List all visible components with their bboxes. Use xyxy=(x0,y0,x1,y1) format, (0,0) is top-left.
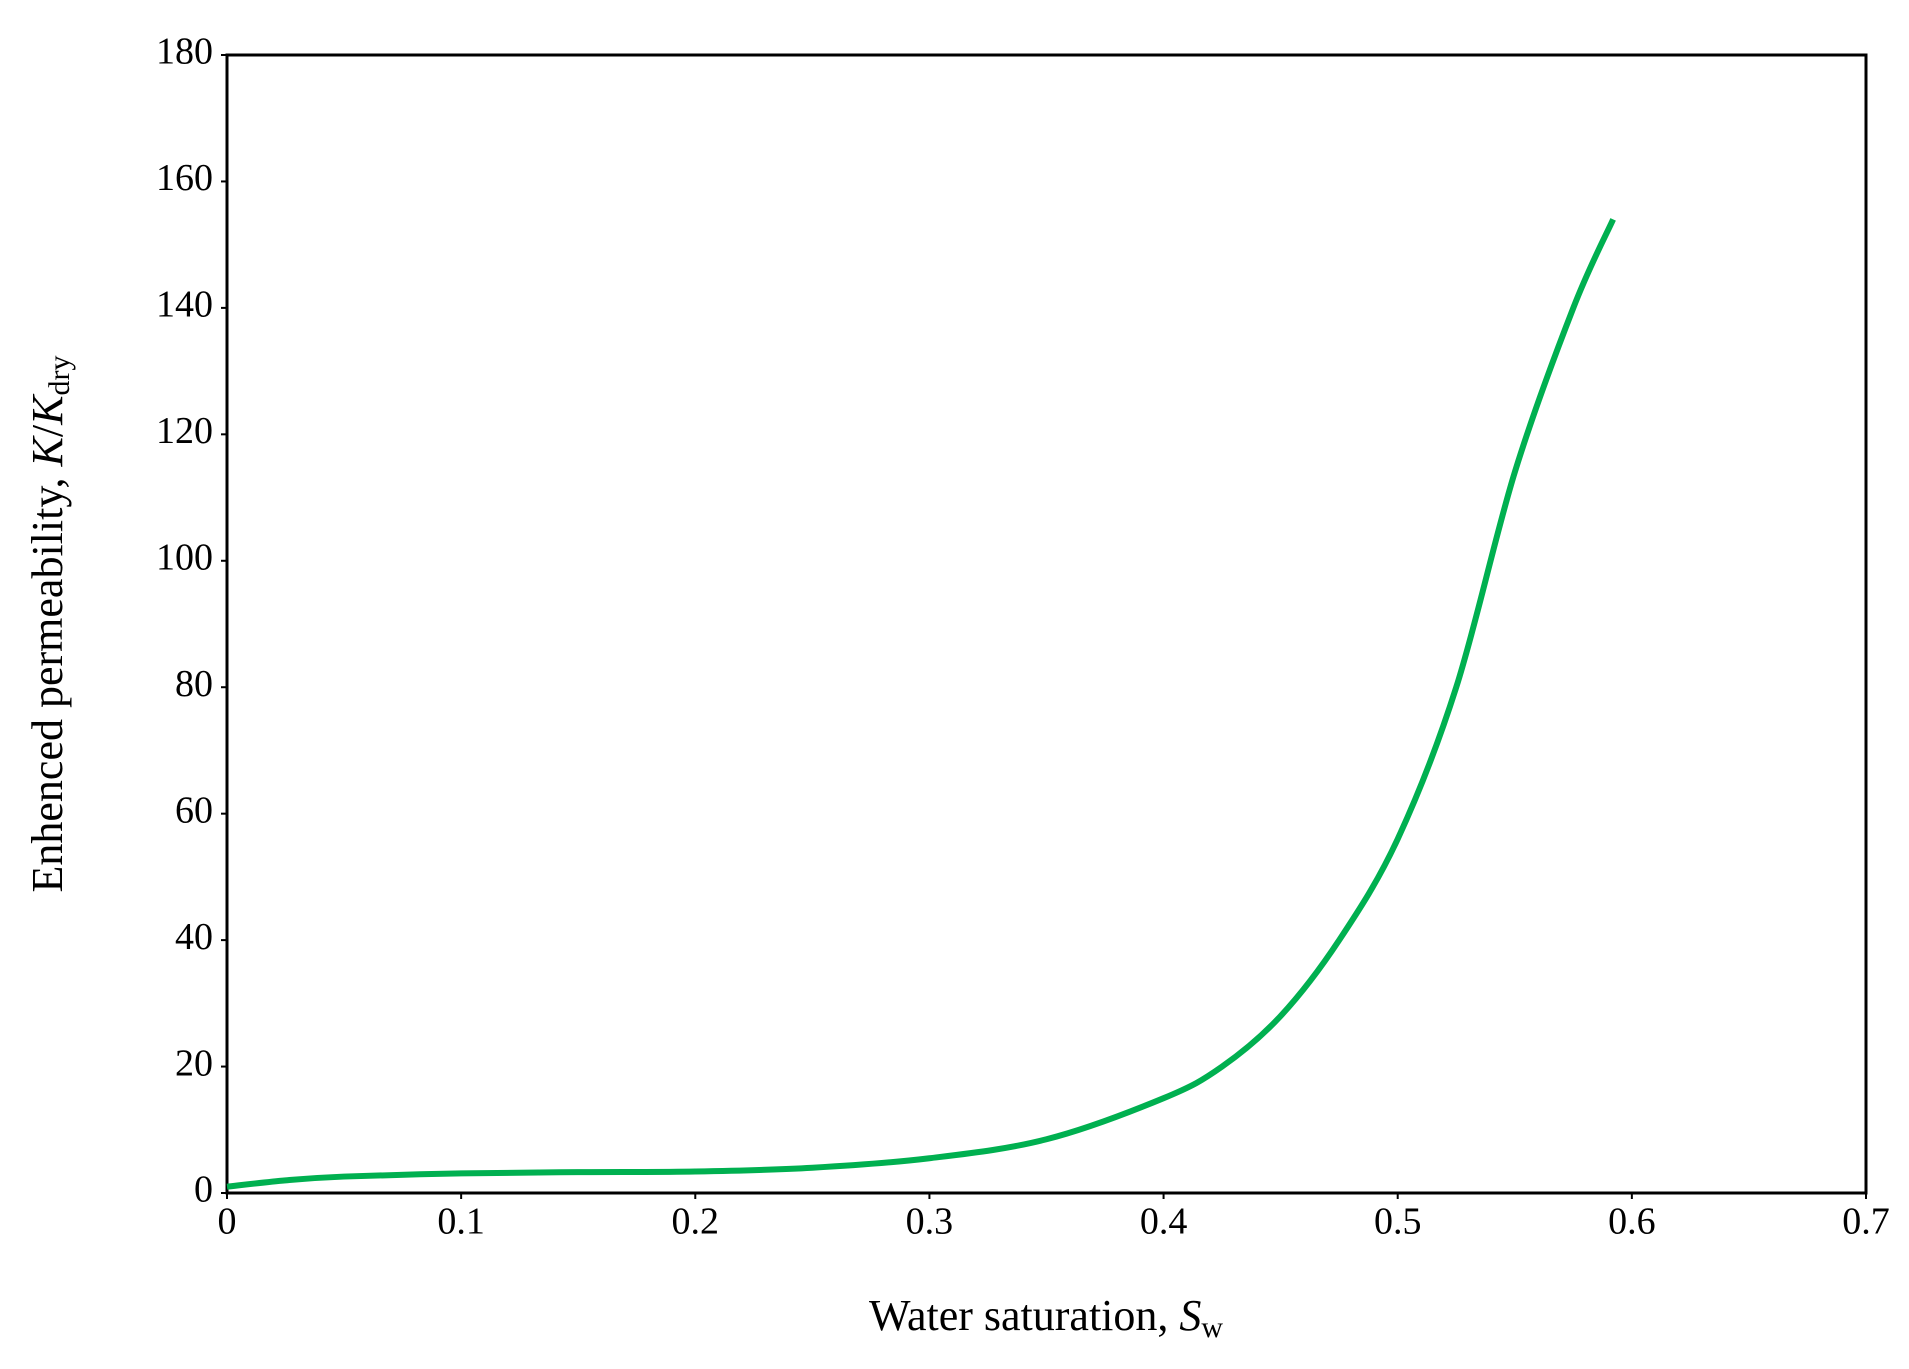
plot-frame xyxy=(225,53,1868,1195)
y-label-var: K xyxy=(23,434,72,467)
x-label-sub: w xyxy=(1201,1311,1223,1344)
y-label-var2: K xyxy=(23,393,72,426)
y-axis-label: Enhenced permeability, K/Kdry xyxy=(23,356,76,893)
x-tick-label: 0.3 xyxy=(906,1201,954,1243)
y-label-slash: / xyxy=(23,424,72,437)
x-tick-label: 0.4 xyxy=(1140,1201,1188,1243)
x-tick-label: 0.1 xyxy=(437,1201,485,1243)
x-tick-label: 0 xyxy=(218,1201,237,1243)
y-tick-label: 160 xyxy=(156,157,213,199)
x-tick-label: 0.7 xyxy=(1842,1201,1890,1243)
x-axis-label: Water saturation, Sw xyxy=(869,1291,1223,1344)
y-label-text: Enhenced permeability, xyxy=(23,466,72,892)
x-label-text: Water saturation, xyxy=(869,1291,1179,1340)
y-label-sub: dry xyxy=(43,356,76,396)
x-label-var: S xyxy=(1179,1291,1201,1340)
y-tick-label: 180 xyxy=(156,31,213,73)
y-tick-label: 100 xyxy=(156,536,213,578)
x-tick-label: 0.5 xyxy=(1374,1201,1422,1243)
x-tick-label: 0.6 xyxy=(1608,1201,1656,1243)
data-line xyxy=(226,218,1616,1190)
y-tick-label: 60 xyxy=(175,789,213,831)
y-tick-label: 40 xyxy=(175,916,213,958)
y-tick-label: 80 xyxy=(175,663,213,705)
y-tick-label: 0 xyxy=(194,1169,213,1211)
x-tick-label: 0.2 xyxy=(672,1201,720,1243)
y-tick-label: 140 xyxy=(156,284,213,326)
y-tick-label: 20 xyxy=(175,1042,213,1084)
y-tick-label: 120 xyxy=(156,410,213,452)
